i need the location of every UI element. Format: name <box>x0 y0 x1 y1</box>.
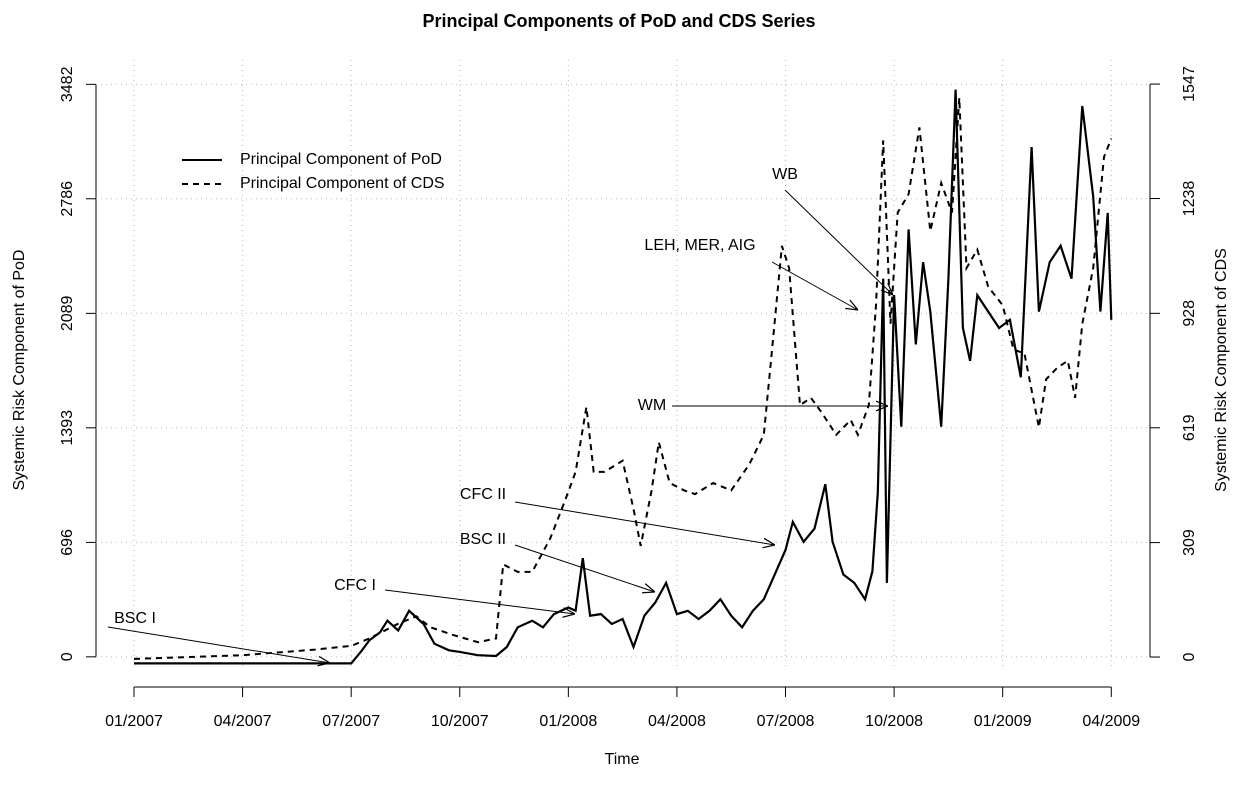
x-tick-label: 01/2009 <box>974 713 1032 730</box>
x-tick-label: 07/2007 <box>322 713 380 730</box>
x-tick-label: 04/2009 <box>1082 713 1140 730</box>
annotation: LEH, MER, AIG <box>644 237 755 254</box>
y-tick-label: 696 <box>59 529 76 556</box>
series-line <box>133 97 1113 660</box>
y-tick-label: 1393 <box>59 410 76 446</box>
annotation: BSC II <box>460 531 506 548</box>
y-axis-label: Systemic Risk Component of PoD <box>11 250 28 491</box>
annotation: CFC I <box>334 577 376 594</box>
legend-label: Principal Component of CDS <box>240 175 445 192</box>
annotation-arrow <box>107 626 330 663</box>
chart-title: Principal Components of PoD and CDS Seri… <box>422 11 815 31</box>
y2-tick-label: 619 <box>1181 414 1198 441</box>
y-tick-label: 2786 <box>59 181 76 217</box>
y2-tick-label: 928 <box>1181 300 1198 327</box>
y2-tick-label: 1547 <box>1181 66 1198 102</box>
annotation: BSC I <box>114 610 156 627</box>
x-tick-label: 01/2007 <box>105 713 163 730</box>
annotation-arrow <box>514 544 655 592</box>
legend-label: Principal Component of PoD <box>240 151 442 168</box>
x-tick-label: 04/2007 <box>214 713 272 730</box>
x-tick-label: 01/2008 <box>539 713 597 730</box>
y2-axis-label: Systemic Risk Component of CDS <box>1213 248 1230 492</box>
annotation-arrow <box>771 261 858 310</box>
y2-tick-label: 309 <box>1181 529 1198 556</box>
y2-tick-label: 1238 <box>1181 181 1198 217</box>
x-tick-label: 10/2007 <box>431 713 489 730</box>
y-tick-label: 3482 <box>59 66 76 102</box>
annotation: WB <box>772 166 798 183</box>
x-axis-label: Time <box>605 751 640 768</box>
x-tick-label: 10/2008 <box>865 713 923 730</box>
annotation-arrow <box>784 189 893 295</box>
annotation: CFC II <box>460 486 506 503</box>
x-tick-label: 04/2008 <box>648 713 706 730</box>
annotation: WM <box>638 397 666 414</box>
annotation-arrow <box>514 501 775 545</box>
annotation-arrow <box>384 589 575 614</box>
series-line <box>134 89 1113 665</box>
y2-tick-label: 0 <box>1181 652 1198 661</box>
x-tick-label: 07/2008 <box>757 713 815 730</box>
y-tick-label: 0 <box>59 652 76 661</box>
y-tick-label: 2089 <box>59 295 76 331</box>
